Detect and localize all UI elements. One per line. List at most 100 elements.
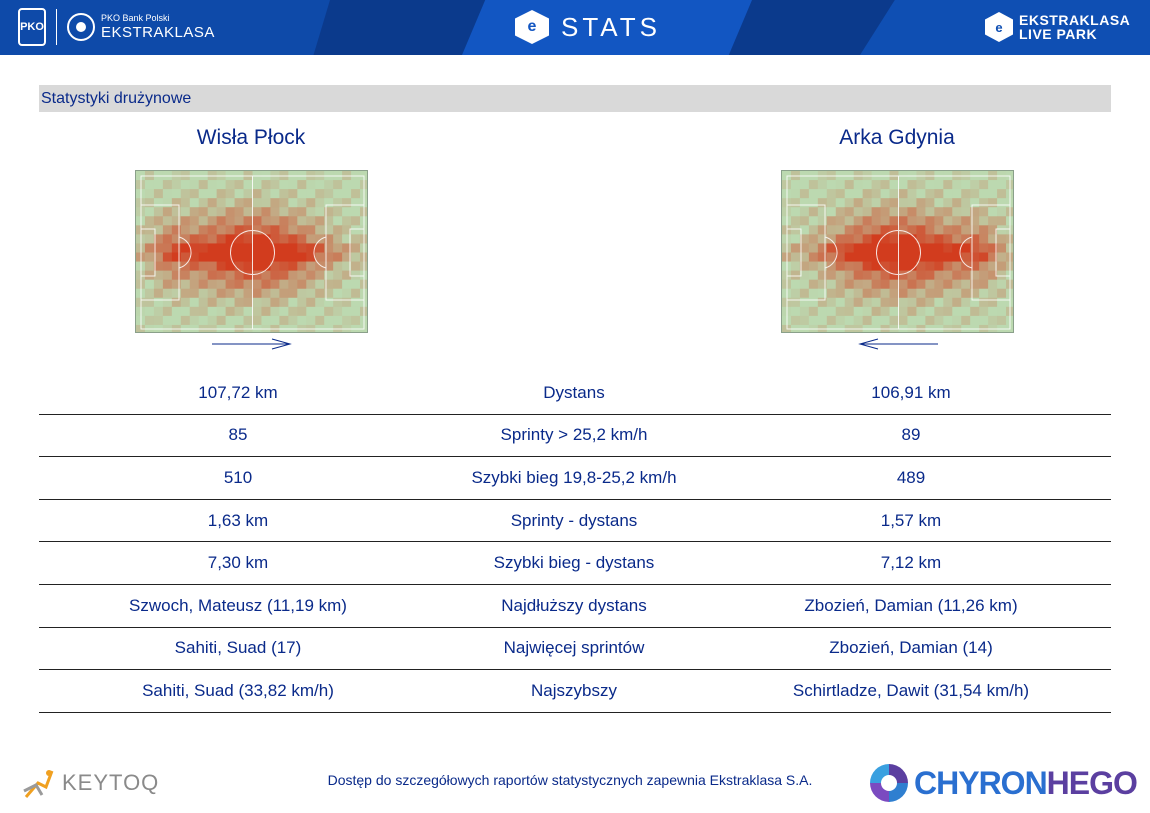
heatmap-cell [898,216,908,226]
heatmap-cell [799,270,810,281]
heatmap-cell [216,207,227,217]
heatmap-cell [871,189,882,199]
heatmap-cell [907,180,917,190]
heatmap-cell [889,270,899,281]
heatmap-cell [243,279,253,290]
brand-text: PKO Bank Polski EKSTRAKLASA [101,13,215,41]
heatmap-cell [988,279,998,290]
stats-title-block[interactable]: e STATS [515,10,661,44]
heatmap-cell [162,306,173,317]
heatmap-cell [297,252,307,263]
heatmap-cell [826,315,837,326]
heatmap-cell [198,225,209,235]
heatmap-cell [970,261,980,272]
heatmap-cell [844,216,855,226]
heatmap-cell [808,297,819,308]
heatmap-cell [216,234,227,244]
heatmap-cell [970,306,980,317]
heatmap-cell [342,216,352,226]
chyronhego-logo[interactable]: CHYRONHEGO [870,764,1138,802]
heatmap-cell [180,180,191,190]
heatmap-cell [988,189,998,199]
heatmap-cell [853,198,864,208]
heatmap-cell [279,270,289,281]
heatmap-cell [324,243,334,253]
heatmap-cell [808,324,819,332]
heatmap-cell [898,207,908,217]
heatmap-cell [952,252,962,263]
stat-label: Dystans [543,382,605,402]
heatmap-cell [997,216,1007,226]
heatmap-cell [826,288,837,299]
heatmap-cell [351,225,361,235]
heatmap-cell [907,324,917,332]
heatmap-cell [306,207,316,217]
heatmap-cell [817,234,828,244]
heatmap-cell [243,306,253,317]
pitch-lines [786,175,1011,330]
keytoq-logo[interactable]: KEYTOQ [22,765,159,801]
heatmap-cell [844,261,855,272]
stat-label: Najdłuższy dystans [501,595,647,615]
heatmap-cell [817,243,828,253]
heatmap-cell [817,288,828,299]
heatmap-cell [844,270,855,281]
heatmap-cell [880,297,891,308]
heatmap-cell [943,180,953,190]
heatmap-cell [171,189,182,199]
heatmap-cell [943,207,953,217]
arrow-left-icon [858,338,938,350]
heatmap-cell [315,288,325,299]
chyronhego-text-part2: HEGO [1046,764,1138,801]
heatmap-cell [162,234,173,244]
heatmap-cell [988,198,998,208]
heatmap-cell [979,180,989,190]
heatmap-cell [234,288,245,299]
heatmap-cell [171,252,182,263]
heatmap-cell [916,189,926,199]
heatmap-cell [952,180,962,190]
heatmap-cell [790,180,801,190]
heatmap-cell [153,216,164,226]
heatmap-cell [243,324,253,332]
heatmap-cell [934,252,944,263]
heatmap-cell [216,270,227,281]
heatmap-cell [288,207,298,217]
heatmap-cell [243,315,253,326]
heatmap-cell [979,279,989,290]
heatmap-cell [324,207,334,217]
heatmap-cell [315,207,325,217]
heatmap-cell [943,216,953,226]
heatmap-cell [216,243,227,253]
heatmap-cell [297,324,307,332]
heatmap-cell [826,279,837,290]
heatmap-cell [943,261,953,272]
heatmap-cell [252,216,262,226]
heatmap-cell [943,270,953,281]
heatmap-cell [288,225,298,235]
heatmap-cell [979,324,989,332]
heatmap-cell [270,279,280,290]
heatmap-cell [943,225,953,235]
heatmap-cell [180,189,191,199]
heatmap-cell [988,180,998,190]
heatmap-cell [817,198,828,208]
heatmap-cell [333,198,343,208]
heatmap-cell [916,234,926,244]
heatmap-cell [970,198,980,208]
heatmap-cell [252,288,262,299]
heatmap-cell [826,261,837,272]
heatmap-cell [880,180,891,190]
stat-left-value: 107,72 km [198,382,278,402]
heatmap-cell [162,243,173,253]
heatmap-cell [862,315,873,326]
heatmap-cell [351,216,361,226]
ekstraklasa-e-icon: e [515,10,549,44]
heatmap-cell [198,198,209,208]
heatmap-cell [171,324,182,332]
heatmap-cell [252,270,262,281]
ekstraklasa-brand[interactable]: PKO PKO Bank Polski EKSTRAKLASA [18,8,215,46]
heatmap-cell [925,207,935,217]
heatmap-cell [952,225,962,235]
live-park-brand[interactable]: e EKSTRAKLASA LIVE PARK [985,12,1130,42]
